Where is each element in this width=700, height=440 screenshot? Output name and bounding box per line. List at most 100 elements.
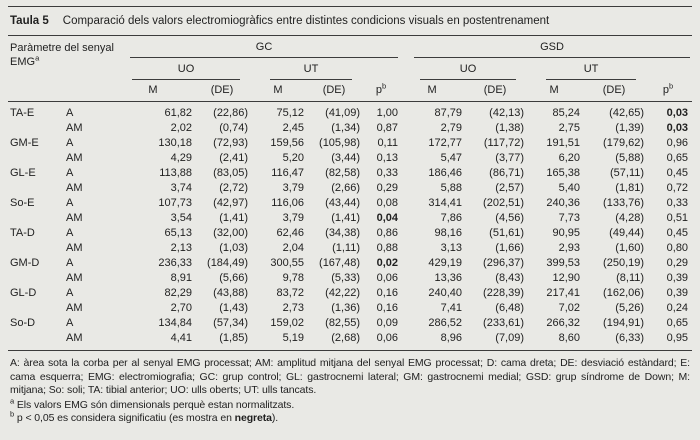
- condition-header-gsd-ut: UT: [528, 58, 648, 80]
- value-cell: (2,66): [331, 182, 361, 194]
- value-cell: 83,72: [276, 287, 305, 299]
- p-value-cell: 0,16: [376, 287, 399, 299]
- p-value-cell: 0,24: [666, 302, 689, 314]
- value-cell: 4,41: [170, 332, 193, 344]
- value-cell: 5,19: [282, 332, 305, 344]
- parameter-label: AM: [66, 122, 83, 134]
- table-row: AM 2,02 (0,74) 2,45 (1,34) 0,87 2,79 (1,…: [8, 121, 692, 136]
- value-cell: 13,36: [434, 272, 463, 284]
- footnote-b: b p < 0,05 es considera significatiu (es…: [10, 409, 279, 424]
- table-row: So-D A 134,84 (57,34) 159,02 (82,55) 0,0…: [8, 316, 692, 331]
- value-cell: 87,79: [434, 107, 463, 119]
- muscle-label: [8, 211, 66, 226]
- table-row: GL-E A 113,88 (83,05) 116,47 (82,58) 0,3…: [8, 166, 692, 181]
- table-row: AM 4,41 (1,85) 5,19 (2,68) 0,06 8,96 (7,…: [8, 331, 692, 351]
- value-cell: (1,66): [495, 242, 525, 254]
- value-cell: (2,41): [219, 152, 249, 164]
- value-cell: 2,04: [282, 242, 305, 254]
- table-row: TA-E A 61,82 (22,86) 75,12 (41,09) 1,00 …: [8, 102, 692, 122]
- value-cell: (83,05): [213, 167, 249, 179]
- value-cell: (5,66): [219, 272, 249, 284]
- p-value-cell: 0,29: [376, 182, 399, 194]
- value-cell: (1,39): [615, 122, 645, 134]
- p-value-cell: 0,09: [376, 317, 399, 329]
- value-cell: (57,34): [213, 317, 249, 329]
- p-value-cell: 0,16: [376, 302, 399, 314]
- parameter-label: A: [66, 107, 74, 119]
- value-cell: 116,06: [271, 197, 305, 209]
- value-cell: (3,44): [331, 152, 361, 164]
- value-cell: (296,37): [483, 257, 525, 269]
- value-cell: 5,40: [558, 182, 581, 194]
- sd-header: (DE): [196, 80, 253, 102]
- p-value-cell: 0,06: [376, 332, 399, 344]
- value-cell: 7,02: [558, 302, 581, 314]
- value-cell: (1,81): [615, 182, 645, 194]
- muscle-label: So-E: [10, 197, 35, 209]
- value-cell: (4,28): [615, 212, 645, 224]
- p-value-cell: 0,45: [666, 167, 689, 179]
- p-value-cell: 0,72: [666, 182, 689, 194]
- value-cell: 3,54: [170, 212, 193, 224]
- table-body: TA-E A 61,82 (22,86) 75,12 (41,09) 1,00 …: [8, 102, 692, 351]
- value-cell: 82,29: [164, 287, 193, 299]
- value-cell: (1,36): [331, 302, 361, 314]
- table-row: AM 4,29 (2,41) 5,20 (3,44) 0,13 5,47 (3,…: [8, 151, 692, 166]
- table-row: TA-D A 65,13 (32,00) 62,46 (34,38) 0,86 …: [8, 226, 692, 241]
- table-caption: Taula 5 Comparació dels valors electromio…: [8, 6, 692, 36]
- value-cell: (42,65): [609, 107, 645, 119]
- value-cell: 172,77: [428, 137, 463, 149]
- value-cell: 107,73: [158, 197, 193, 209]
- value-cell: (1,03): [219, 242, 249, 254]
- value-cell: 116,47: [271, 167, 305, 179]
- value-cell: 9,78: [282, 272, 305, 284]
- footnote-a: a Els valors EMG són dimensionals perquè…: [10, 396, 295, 411]
- value-cell: 130,18: [158, 137, 193, 149]
- parameter-label: AM: [66, 302, 83, 314]
- value-cell: (250,19): [603, 257, 645, 269]
- value-cell: 6,20: [558, 152, 581, 164]
- value-cell: 5,88: [440, 182, 463, 194]
- value-cell: (1,38): [495, 122, 525, 134]
- value-cell: 2,79: [440, 122, 463, 134]
- p-value-cell: 0,39: [666, 272, 689, 284]
- value-cell: 314,41: [428, 197, 463, 209]
- p-value-cell: 0,33: [376, 167, 399, 179]
- parameter-label: A: [66, 197, 74, 209]
- muscle-label: [8, 331, 66, 351]
- parameter-label: A: [66, 257, 74, 269]
- value-cell: (41,09): [325, 107, 361, 119]
- group-header-gc: GC: [114, 36, 402, 58]
- value-cell: (8,11): [616, 272, 645, 284]
- muscle-label: [8, 301, 66, 316]
- value-cell: 134,84: [158, 317, 193, 329]
- p-value-cell: 0,03: [666, 107, 689, 119]
- value-cell: (1,60): [615, 242, 645, 254]
- value-cell: (1,34): [331, 122, 361, 134]
- value-cell: (42,13): [489, 107, 525, 119]
- value-cell: (57,11): [609, 167, 645, 179]
- value-cell: 217,41: [546, 287, 581, 299]
- parameter-column-header: Paràmetre del senyal EMGa: [8, 36, 115, 102]
- value-cell: (1,41): [331, 212, 361, 224]
- value-cell: 186,46: [428, 167, 463, 179]
- value-cell: (167,48): [319, 257, 361, 269]
- parameter-label: AM: [66, 332, 83, 344]
- value-cell: (34,38): [325, 227, 361, 239]
- table-row: GM-D A 236,33 (184,49) 300,55 (167,48) 0…: [8, 256, 692, 271]
- value-cell: (2,57): [495, 182, 525, 194]
- p-value-cell: 0,04: [376, 212, 399, 224]
- value-cell: (82,58): [325, 167, 361, 179]
- sd-header: (DE): [584, 80, 649, 102]
- value-cell: (233,61): [483, 317, 525, 329]
- value-cell: 12,90: [552, 272, 581, 284]
- p-value-cell: 0,65: [666, 317, 689, 329]
- mean-header: M: [252, 80, 309, 102]
- sd-header: (DE): [466, 80, 529, 102]
- mean-header: M: [402, 80, 467, 102]
- p-value-cell: 0,96: [666, 137, 689, 149]
- value-cell: 62,46: [276, 227, 305, 239]
- table-row: AM 2,70 (1,43) 2,73 (1,36) 0,16 7,41 (6,…: [8, 301, 692, 316]
- value-cell: 5,20: [282, 152, 305, 164]
